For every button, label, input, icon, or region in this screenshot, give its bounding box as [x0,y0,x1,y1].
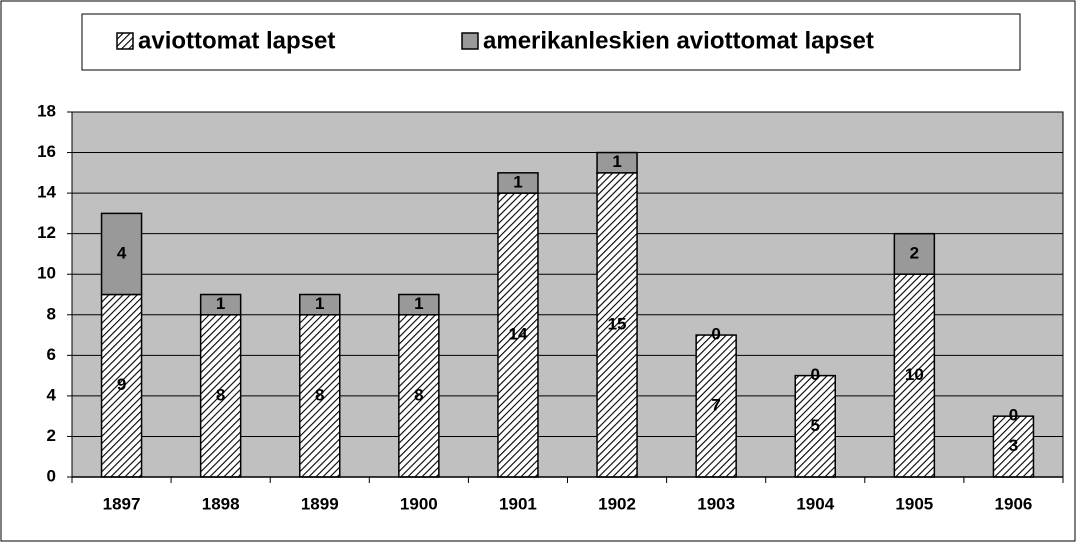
value-label: 10 [905,365,924,384]
y-tick-label: 0 [47,466,56,485]
x-tick-label: 1906 [995,494,1033,513]
bar-segment [596,151,638,174]
value-label: 5 [811,416,820,435]
bar-segment [695,334,737,478]
value-label: 2 [910,243,919,262]
x-tick-label: 1898 [202,494,240,513]
value-label: 9 [117,375,126,394]
y-tick-label: 2 [47,426,56,445]
x-tick-label: 1902 [598,494,636,513]
legend-box [81,13,1021,71]
x-tick-label: 1904 [796,494,834,513]
bar-segment [100,293,143,478]
legend-swatch [116,32,134,50]
y-tick-label: 10 [37,264,56,283]
value-label: 8 [315,385,324,404]
value-label: 8 [414,385,423,404]
y-tick-label: 14 [37,183,56,202]
bar-segment [596,172,638,478]
value-label: 1 [216,294,225,313]
value-label: 0 [711,325,720,344]
bar-segment [893,232,936,275]
value-label: 1 [315,294,324,313]
value-label: 4 [117,243,127,262]
x-tick-label: 1900 [400,494,438,513]
bar-segment [497,172,539,194]
value-label: 14 [508,325,527,344]
bar-segment [893,273,936,478]
y-tick-label: 6 [47,345,56,364]
y-tick-label: 8 [47,304,56,323]
bar-segment [100,212,143,296]
value-label: 1 [513,172,522,191]
value-label: 1 [414,294,423,313]
x-tick-label: 1905 [895,494,933,513]
x-tick-label: 1903 [697,494,735,513]
bar-segment [398,314,440,478]
value-label: 8 [216,385,225,404]
legend-label: aviottomat lapset [138,27,335,54]
value-label: 0 [1009,406,1018,425]
legend-label: amerikanleskien aviottomat lapset [483,27,874,54]
legend-swatch [461,32,479,50]
y-tick-label: 16 [37,142,56,161]
value-label: 15 [608,314,627,333]
value-label: 1 [612,152,621,171]
y-tick-label: 12 [37,223,56,242]
x-tick-label: 1897 [103,494,141,513]
y-tick-label: 18 [37,101,56,120]
value-label: 0 [811,365,820,384]
value-label: 3 [1009,436,1018,455]
bar-segment [992,415,1035,478]
y-tick-label: 4 [47,385,57,404]
x-tick-label: 1901 [499,494,537,513]
bar-segment [299,293,341,316]
x-tick-label: 1899 [301,494,339,513]
value-label: 7 [711,396,720,415]
bar-segment [199,293,242,316]
bar-segment [398,293,440,316]
